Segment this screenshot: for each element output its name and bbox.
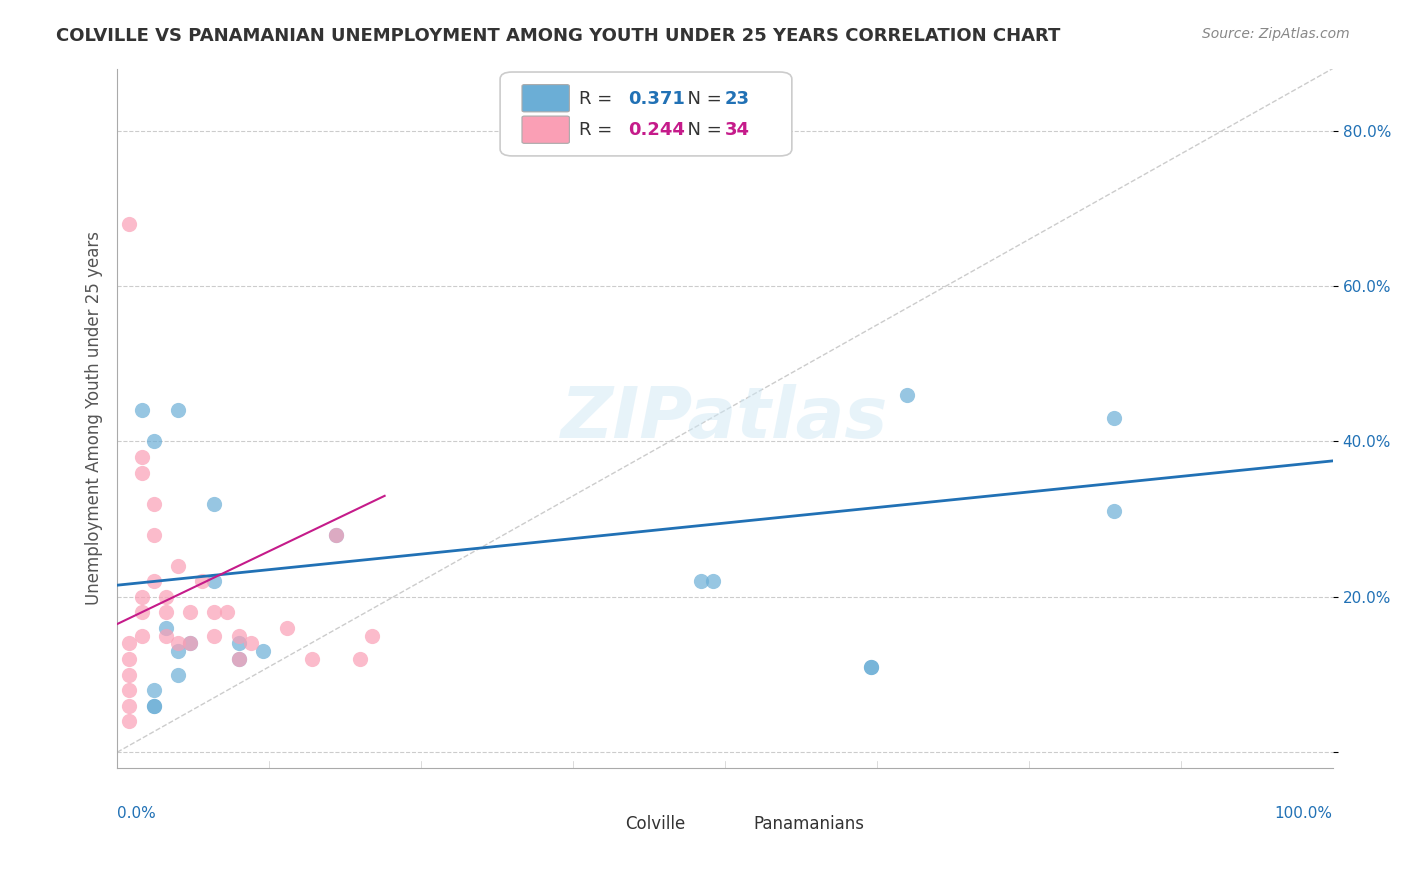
Point <box>896 388 918 402</box>
Point <box>689 574 711 589</box>
Point <box>179 636 201 650</box>
Point <box>131 590 153 604</box>
Point <box>859 659 882 673</box>
FancyBboxPatch shape <box>582 814 621 836</box>
Point <box>118 714 141 728</box>
Point <box>118 217 141 231</box>
Point <box>118 683 141 698</box>
Point <box>118 667 141 681</box>
Text: 0.244: 0.244 <box>627 121 685 139</box>
Point <box>167 636 190 650</box>
Point <box>191 574 214 589</box>
Point <box>142 434 165 449</box>
Point <box>325 527 347 541</box>
Point <box>239 636 262 650</box>
Point <box>228 629 250 643</box>
Point <box>142 683 165 698</box>
Point <box>131 450 153 464</box>
Point <box>167 644 190 658</box>
Point <box>702 574 724 589</box>
Text: 0.0%: 0.0% <box>117 806 156 822</box>
Text: 0.371: 0.371 <box>627 89 685 108</box>
Point <box>301 652 323 666</box>
Point <box>204 606 226 620</box>
Point <box>228 652 250 666</box>
Point <box>179 636 201 650</box>
Text: COLVILLE VS PANAMANIAN UNEMPLOYMENT AMONG YOUTH UNDER 25 YEARS CORRELATION CHART: COLVILLE VS PANAMANIAN UNEMPLOYMENT AMON… <box>56 27 1060 45</box>
Point <box>1102 411 1125 425</box>
Text: ZIPatlas: ZIPatlas <box>561 384 889 452</box>
FancyBboxPatch shape <box>501 72 792 156</box>
Point <box>859 659 882 673</box>
Point <box>131 629 153 643</box>
Point <box>155 621 177 635</box>
FancyBboxPatch shape <box>522 116 569 144</box>
Point <box>118 698 141 713</box>
Text: N =: N = <box>676 121 728 139</box>
Point <box>142 698 165 713</box>
Point <box>142 527 165 541</box>
Point <box>118 636 141 650</box>
Point <box>1102 504 1125 518</box>
Point <box>167 667 190 681</box>
Text: Panamanians: Panamanians <box>754 815 863 833</box>
Point <box>361 629 384 643</box>
Point <box>276 621 298 635</box>
Text: R =: R = <box>579 89 619 108</box>
Point <box>204 629 226 643</box>
Point <box>118 652 141 666</box>
Point <box>155 629 177 643</box>
Text: Source: ZipAtlas.com: Source: ZipAtlas.com <box>1202 27 1350 41</box>
Point <box>155 606 177 620</box>
Point <box>167 403 190 417</box>
Point <box>155 590 177 604</box>
Point <box>325 527 347 541</box>
Point <box>131 403 153 417</box>
Text: Colville: Colville <box>626 815 686 833</box>
Point <box>131 606 153 620</box>
Text: 23: 23 <box>725 89 749 108</box>
FancyBboxPatch shape <box>522 85 569 112</box>
Text: R =: R = <box>579 121 619 139</box>
Point <box>215 606 238 620</box>
FancyBboxPatch shape <box>710 814 749 836</box>
Text: 100.0%: 100.0% <box>1275 806 1333 822</box>
Point <box>142 574 165 589</box>
Point <box>228 652 250 666</box>
Point <box>167 558 190 573</box>
Point <box>349 652 371 666</box>
Point <box>142 497 165 511</box>
Text: N =: N = <box>676 89 728 108</box>
Point <box>142 698 165 713</box>
Point <box>204 497 226 511</box>
Point <box>228 636 250 650</box>
Text: 34: 34 <box>725 121 749 139</box>
Y-axis label: Unemployment Among Youth under 25 years: Unemployment Among Youth under 25 years <box>86 231 103 605</box>
Point <box>252 644 274 658</box>
Point <box>131 466 153 480</box>
Point <box>204 574 226 589</box>
Point <box>179 606 201 620</box>
